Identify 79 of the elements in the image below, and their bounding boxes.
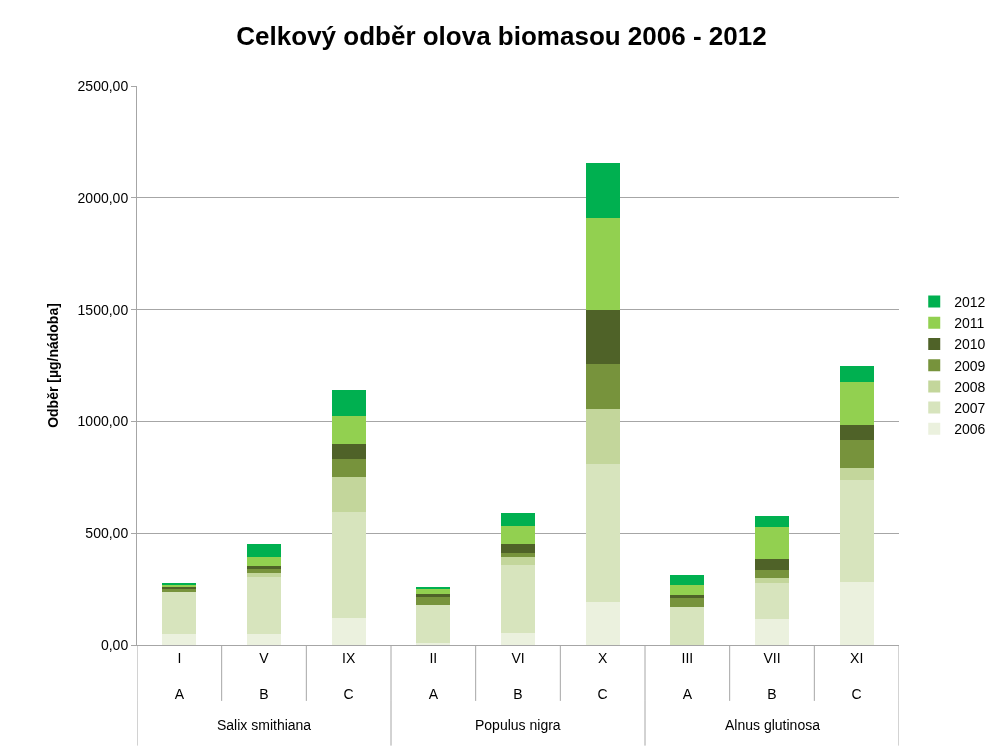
bar — [416, 597, 451, 606]
bar — [247, 556, 281, 566]
bar — [585, 163, 620, 218]
bar — [585, 217, 620, 310]
legend-label: 2010 — [954, 336, 986, 353]
y-tick-label: 500,00 — [85, 525, 129, 542]
bar — [839, 479, 874, 582]
text: Populus nigra — [475, 717, 561, 733]
bar — [755, 558, 789, 571]
bar — [416, 605, 451, 643]
bar — [755, 570, 789, 579]
category-label: II A — [428, 649, 438, 703]
bar — [247, 572, 281, 577]
bar — [501, 632, 535, 645]
bar — [839, 382, 874, 426]
bar — [839, 440, 874, 468]
category-label: V B — [259, 649, 269, 703]
legend-label: 2009 — [954, 357, 986, 374]
bar — [670, 606, 705, 645]
bar — [501, 526, 535, 545]
bar — [755, 578, 789, 584]
category-label: I A — [174, 649, 184, 703]
bar — [331, 458, 366, 477]
bar — [331, 416, 366, 444]
bar — [331, 390, 366, 417]
bar — [585, 601, 620, 645]
bar — [670, 585, 705, 596]
chart-title: Celkový odběr olova biomasou 2006 - 2012 — [236, 20, 767, 51]
bar — [670, 595, 705, 599]
bar — [839, 467, 874, 480]
bar — [247, 544, 281, 557]
y-tick-label: 2000,00 — [77, 189, 129, 206]
bar — [162, 591, 197, 635]
bar — [331, 443, 366, 459]
bar — [839, 365, 874, 383]
text: Salix smithiana — [217, 717, 312, 733]
bar — [670, 598, 705, 607]
bar — [585, 309, 620, 365]
bar — [162, 634, 197, 645]
bar — [331, 511, 366, 619]
y-tick-label: 2500,00 — [77, 77, 129, 94]
bar — [585, 408, 620, 464]
legend-label: 2012 — [954, 294, 986, 311]
category-label: X C — [597, 649, 608, 703]
bar — [755, 619, 789, 645]
text: Alnus glutinosa — [725, 717, 821, 733]
bar — [501, 564, 535, 633]
bar — [585, 463, 620, 602]
y-axis-title: Odběr [µg/nádoba] — [45, 303, 62, 428]
category-label: XI C — [850, 649, 864, 703]
bar — [670, 575, 705, 586]
y-tick-label: 0,00 — [100, 636, 129, 653]
legend-label: 2006 — [954, 421, 986, 438]
bar — [501, 513, 535, 527]
bar — [501, 553, 535, 558]
bar — [247, 576, 281, 635]
bar — [247, 568, 281, 573]
bar — [416, 589, 451, 595]
bar — [247, 634, 281, 645]
bar — [331, 618, 366, 645]
legend-label: 2007 — [954, 400, 986, 417]
y-tick-label: 1000,00 — [77, 413, 129, 430]
legend-label: 2011 — [954, 315, 985, 332]
category-label: IX C — [342, 649, 356, 703]
legend-label: 2008 — [954, 378, 986, 395]
bar — [755, 583, 789, 620]
bar — [755, 527, 789, 559]
category-label: III A — [681, 649, 694, 703]
bar — [501, 557, 535, 565]
y-tick-label: 1500,00 — [77, 301, 129, 318]
bar — [331, 476, 366, 512]
bar — [839, 425, 874, 441]
bar — [501, 544, 535, 554]
category-label: VII B — [763, 649, 781, 703]
bar — [839, 581, 874, 645]
bar — [755, 515, 789, 528]
bar — [585, 364, 620, 409]
bar — [416, 594, 451, 598]
category-label: VI B — [511, 649, 525, 703]
